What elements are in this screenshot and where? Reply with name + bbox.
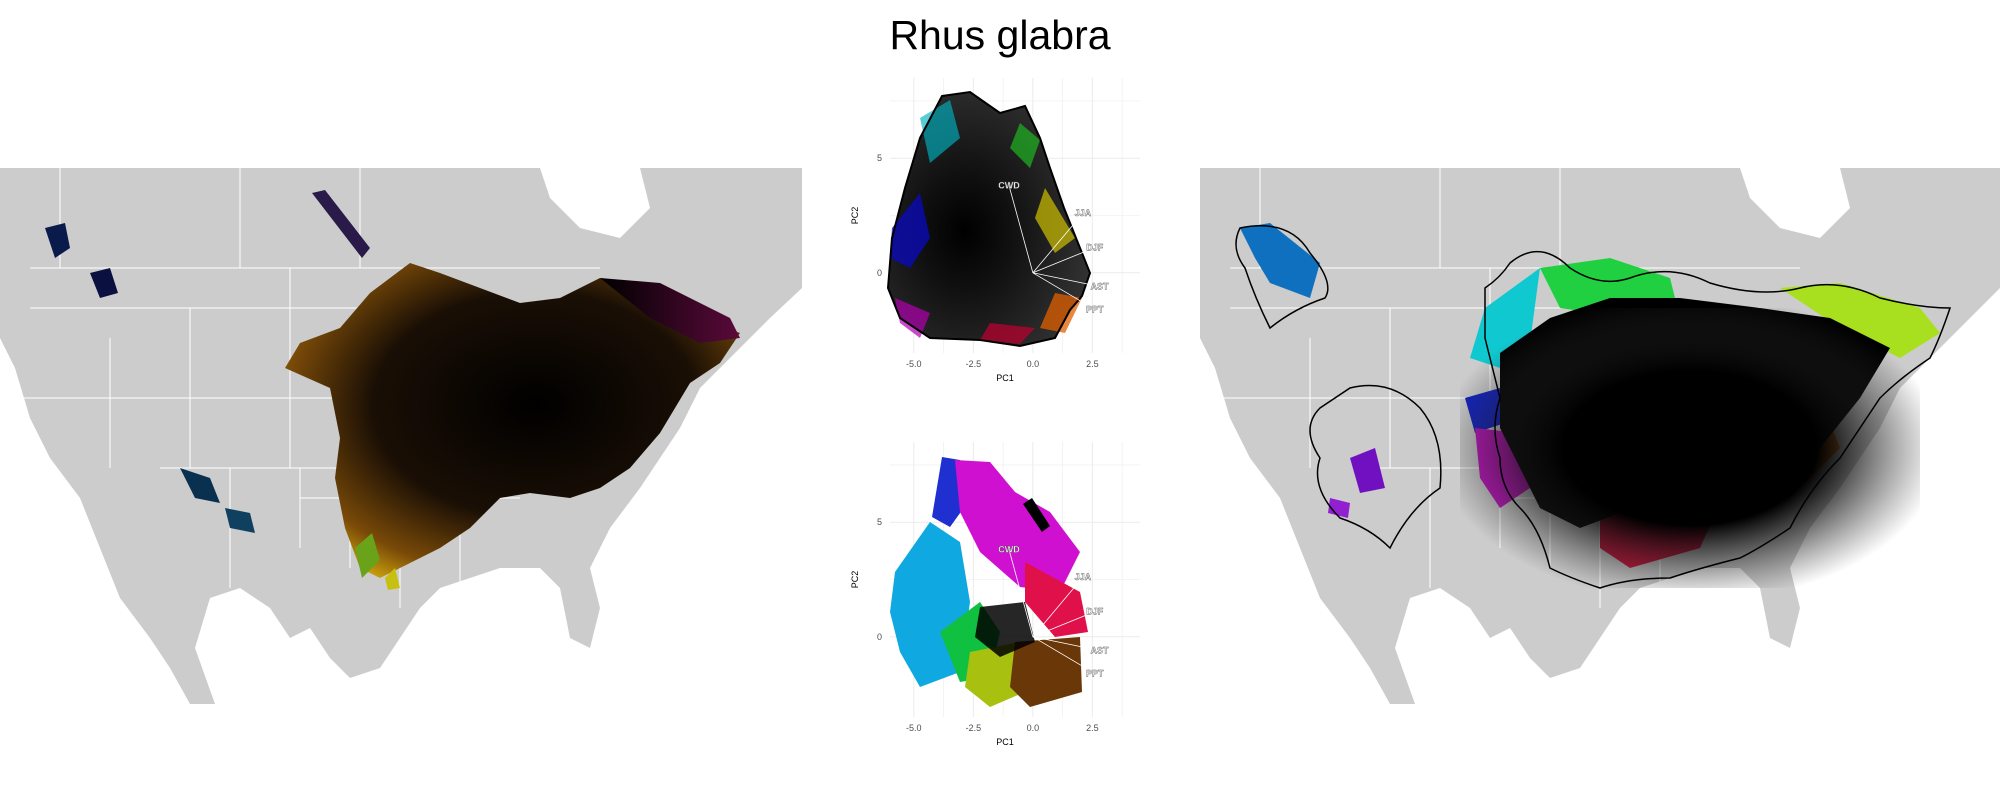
right-map-range [1240,223,1940,588]
pca-bottom-brown [1010,637,1082,707]
pca-bottom-magenta [955,460,1080,592]
pca-bottom-loadings: CWD JJA DJF AST PPT [998,545,1109,679]
range-gulf-green [355,533,380,578]
loading-arrow-ast [1032,636,1100,651]
pca-bottom-core [975,602,1035,657]
range-west-cyan [1240,223,1320,298]
pca-bottom-xlabel: PC1 [996,737,1014,747]
loading-arrow-cwd [1008,185,1034,273]
pca-bottom-ylabel: PC2 [850,571,860,589]
pca-bottom-xtick-label: 0.0 [1027,723,1040,733]
pca-plot-bottom: CWD JJA DJF AST PPT -5.0 -2.5 0.0 2.5 0 5 PC1 PC2 [850,442,1140,747]
range-northeast [600,278,740,343]
pca-bottom-xtick-label: -2.5 [966,723,982,733]
pca-top-ylabel: PC2 [850,207,860,225]
hull-main [1484,250,1952,589]
range-west-patch-3 [180,468,220,503]
pca-top-color-yellow [1035,188,1075,253]
loading-arrow-ppt [1032,636,1095,674]
pca-top-axes: -5.0 -2.5 0.0 2.5 0 5 PC1 PC2 [850,153,1099,383]
left-range-map [0,168,802,704]
hull-northwest [1235,225,1329,330]
pca-top-cloud [886,90,1092,348]
pca-top-ytick-label: 0 [877,268,882,278]
loading-label-cwd: CWD [998,545,1020,555]
pca-top-envelope-outline [886,90,1092,348]
range-west-violet [1350,448,1385,493]
range-northwest-strip [312,190,370,258]
pca-top-loadings: CWD JJA DJF AST PPT [998,181,1109,315]
pca-bottom-axes: -5.0 -2.5 0.0 2.5 0 5 PC1 PC2 [850,517,1099,747]
pca-bottom-yellowgreen [965,642,1025,707]
left-map-range [45,190,740,590]
range-core-glow [1460,308,1920,588]
pca-top-color-red [980,323,1035,344]
pca-top-color-green [1010,123,1040,168]
pca-top-xtick-label: 2.5 [1086,359,1099,369]
loading-arrow-cwd [1008,549,1034,637]
range-gulf-yellow [385,568,400,590]
hudson-bay [1740,168,1850,238]
loading-arrow-djf [1032,611,1095,638]
pca-top-xtick-label: 0.0 [1027,359,1040,369]
pca-bottom-black-strip [1023,498,1050,532]
range-core [285,263,740,578]
pca-bottom-ytick-label: 0 [877,632,882,642]
pca-bottom-cloud [890,457,1088,707]
pca-top-color-blue [890,193,930,268]
pca-top-color-magenta [895,298,930,338]
loading-label-ppt: PPT [1086,304,1104,314]
loading-arrow-jja [1032,212,1084,274]
pca-top-color-cyan [920,100,960,163]
pca-top-color-orange [1040,293,1082,333]
hudson-bay [540,168,650,238]
pca-bottom-xtick-label: 2.5 [1086,723,1099,733]
loading-label-djf: DJF [1086,607,1104,617]
pca-bottom-ytick-label: 5 [877,517,882,527]
pca-top-xtick-label: -2.5 [966,359,982,369]
loading-label-jja: JJA [1075,208,1092,218]
loading-arrow-jja [1032,576,1084,638]
loading-label-ast: AST [1091,282,1110,292]
range-west-violet-2 [1328,498,1350,518]
loading-label-djf: DJF [1086,243,1104,253]
pca-top-xlabel: PC1 [996,373,1014,383]
pca-bottom-xtick-label: -5.0 [906,723,922,733]
range-west-patch-1 [45,223,70,258]
hull-southwest [1309,384,1442,550]
loading-label-ast: AST [1091,646,1110,656]
loading-arrow-djf [1032,247,1095,274]
figure-title: Rhus glabra [889,12,1111,58]
loading-label-jja: JJA [1075,572,1092,582]
pca-bottom-red [1025,562,1088,637]
right-range-map [1200,168,2000,704]
loading-label-ppt: PPT [1086,668,1104,678]
right-map-hulls [1235,225,1952,589]
pca-top-xtick-label: -5.0 [906,359,922,369]
range-west-patch-2 [90,268,118,298]
loading-label-cwd: CWD [998,181,1020,191]
loading-arrow-ppt [1032,272,1095,310]
pca-top-ytick-label: 5 [877,153,882,163]
loading-arrow-ast [1032,272,1100,287]
pca-plot-top: CWD JJA DJF AST PPT -5.0 -2.5 0.0 2.5 0 5 PC1 PC2 [850,78,1140,383]
range-west-patch-4 [225,508,255,533]
